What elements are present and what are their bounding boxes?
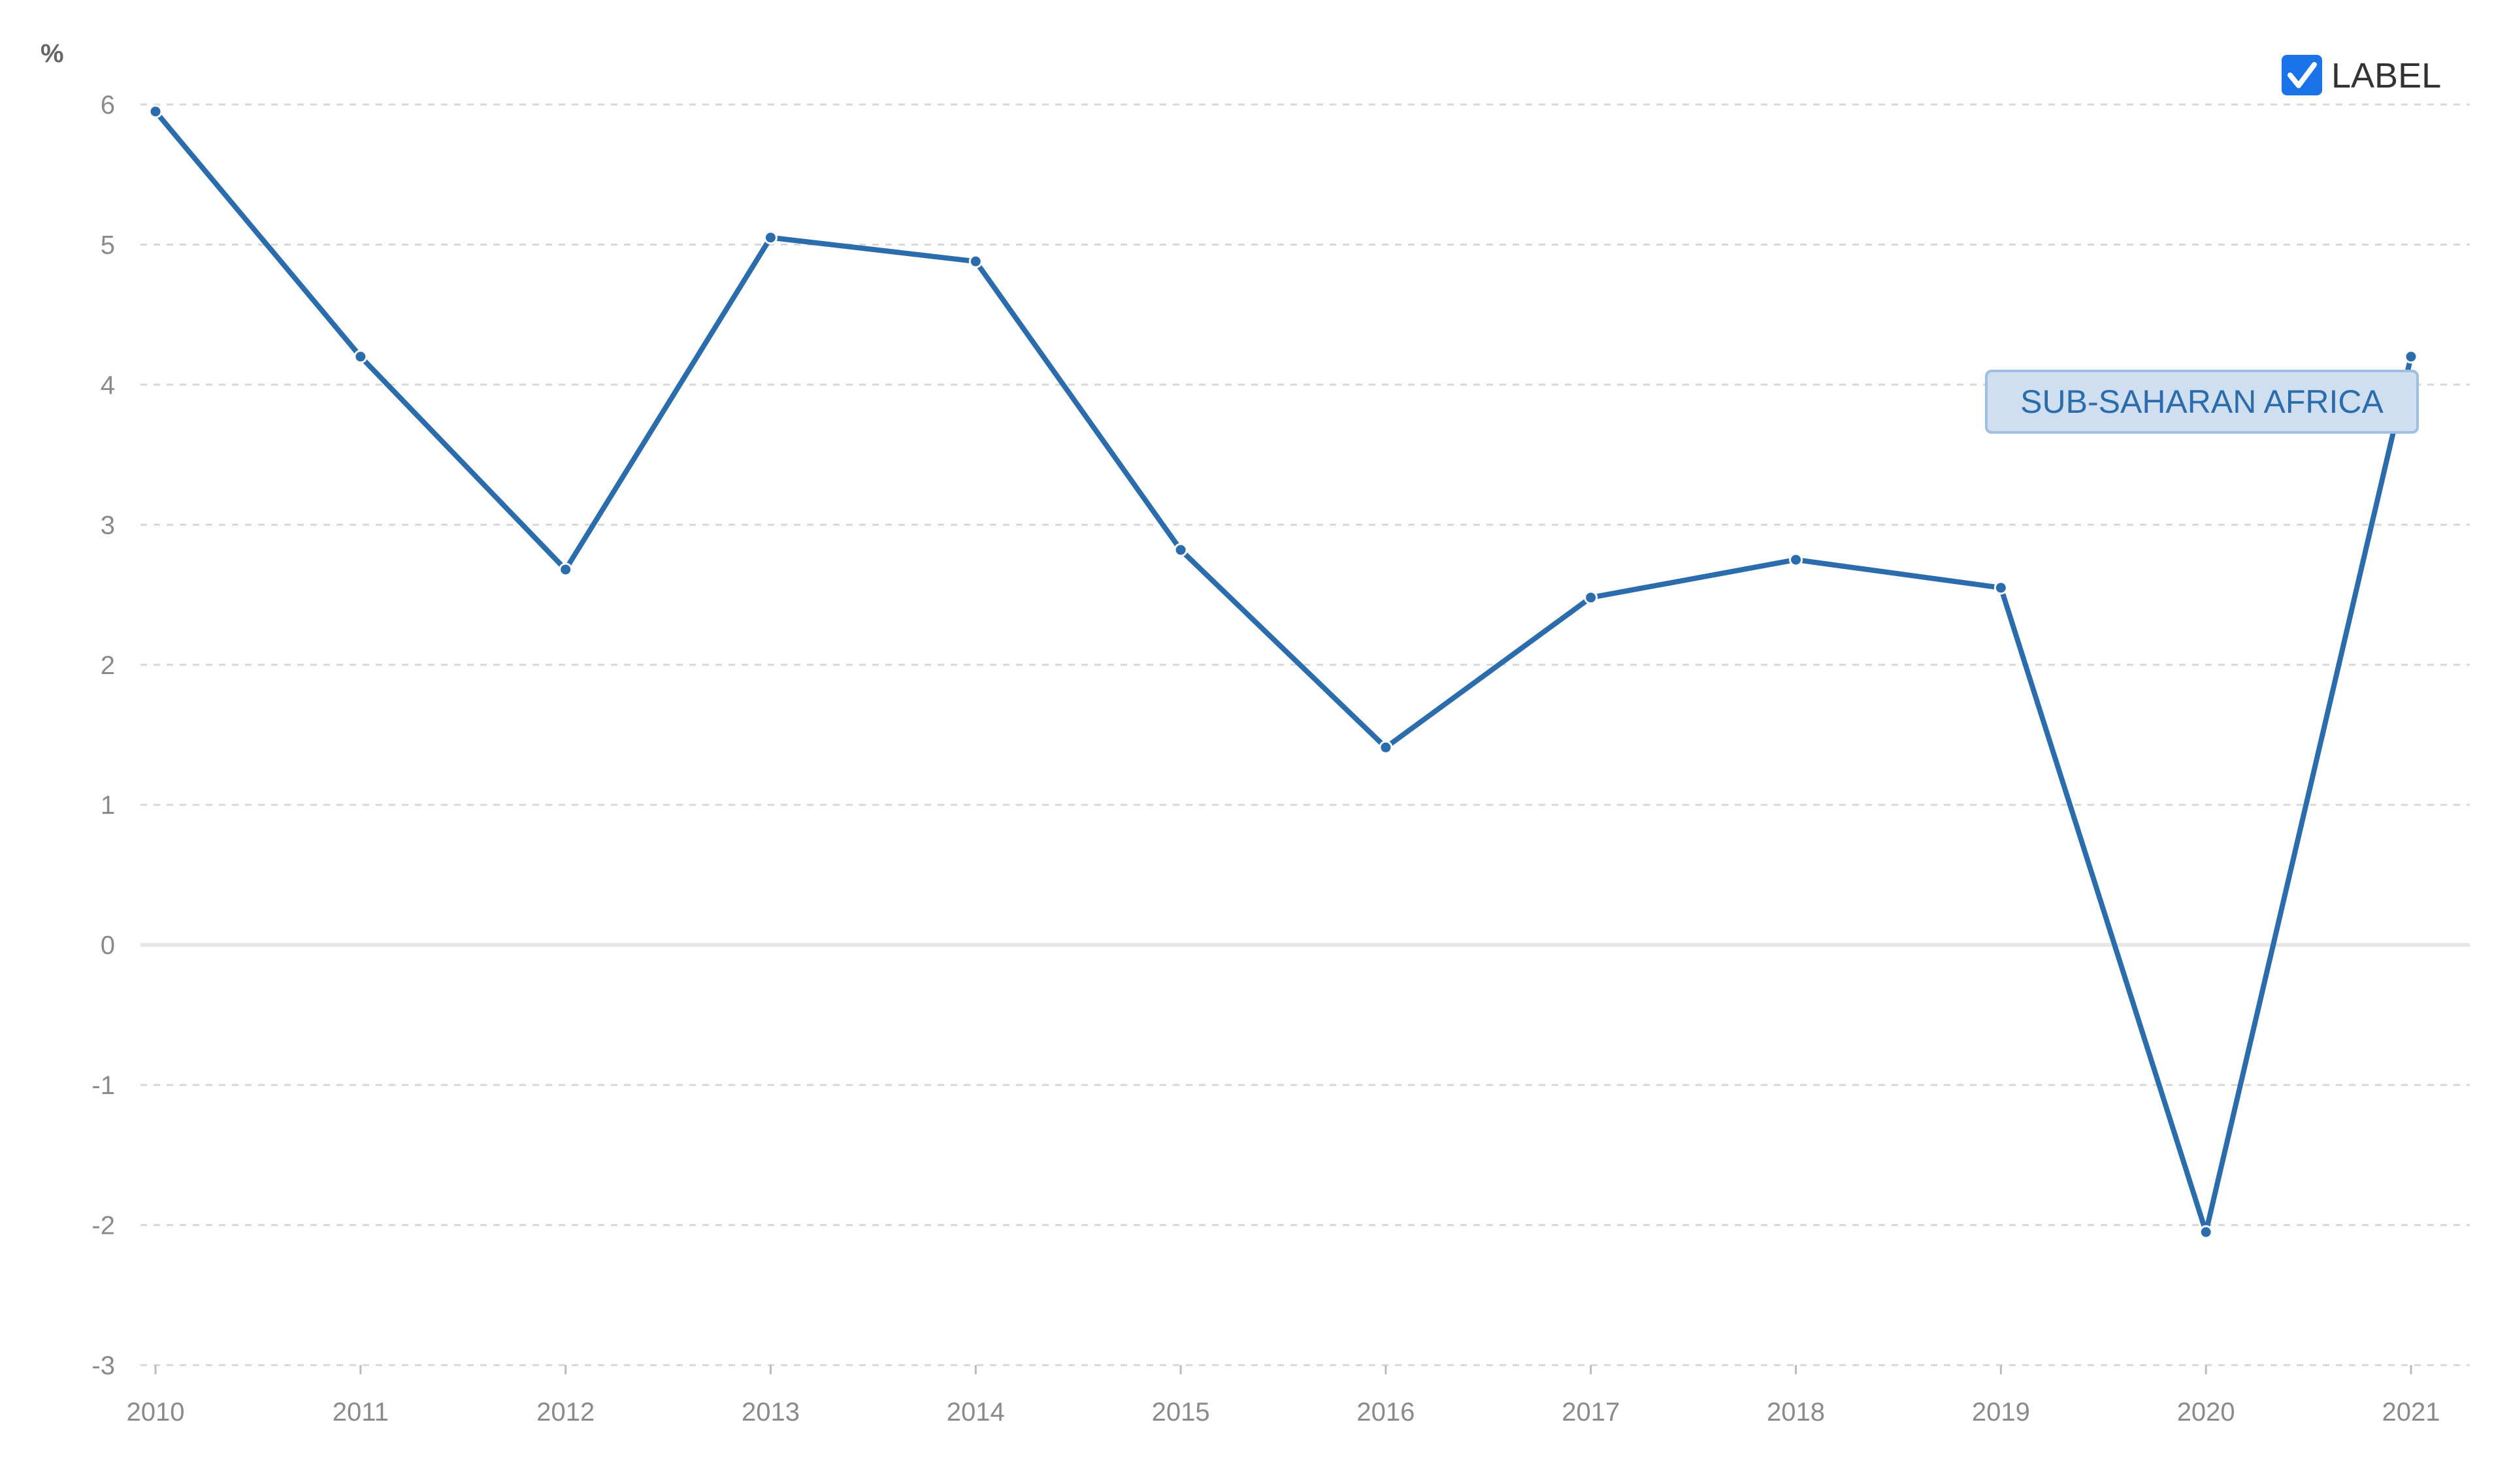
series-line [153,108,2414,1235]
x-tick-label: 2016 [1356,1398,1415,1427]
data-point[interactable] [353,349,368,364]
y-tick-label: 2 [101,651,115,680]
legend[interactable]: LABEL [2282,55,2441,95]
check-icon [2288,62,2317,88]
data-point[interactable] [968,254,983,268]
y-tick-label: -2 [91,1212,115,1240]
data-point[interactable] [763,231,778,245]
y-tick-label: 3 [101,511,115,540]
y-tick-label: 1 [101,791,115,820]
x-tick-label: 2018 [1767,1398,1825,1427]
data-point[interactable] [2404,349,2418,364]
x-tick-label: 2021 [2382,1398,2440,1427]
y-tick-label: 0 [101,931,115,960]
x-tick-label: 2010 [127,1398,185,1427]
tooltip-box [1985,370,2419,434]
x-tick-label: 2020 [2177,1398,2235,1427]
data-point[interactable] [1789,553,1803,567]
y-tick-label: 6 [101,91,115,120]
data-point[interactable] [1584,590,1598,605]
data-point[interactable] [1993,581,2008,595]
y-tick-label: 5 [101,231,115,259]
x-tick-label: 2019 [1972,1398,2030,1427]
tooltip-label: SUB-SAHARAN AFRICA [2020,383,2384,420]
legend-label[interactable]: LABEL [2331,56,2441,95]
x-tick-label: 2014 [947,1398,1005,1427]
x-tick-label: 2011 [333,1398,389,1427]
data-point[interactable] [559,562,573,577]
y-unit-label: % [41,39,64,68]
series-tooltip: SUB-SAHARAN AFRICA [1985,370,2419,434]
data-point[interactable] [148,105,163,119]
x-tick-label: 2012 [536,1398,595,1427]
y-tick-label: -1 [91,1071,115,1100]
x-tick-label: 2017 [1562,1398,1620,1427]
x-tick-label: 2013 [742,1398,800,1427]
data-point[interactable] [1173,543,1188,557]
y-tick-label: -3 [91,1351,115,1380]
y-tick-label: 4 [101,371,115,400]
data-point[interactable] [2199,1225,2213,1239]
data-point[interactable] [1379,740,1393,754]
x-tick-label: 2015 [1152,1398,1210,1427]
